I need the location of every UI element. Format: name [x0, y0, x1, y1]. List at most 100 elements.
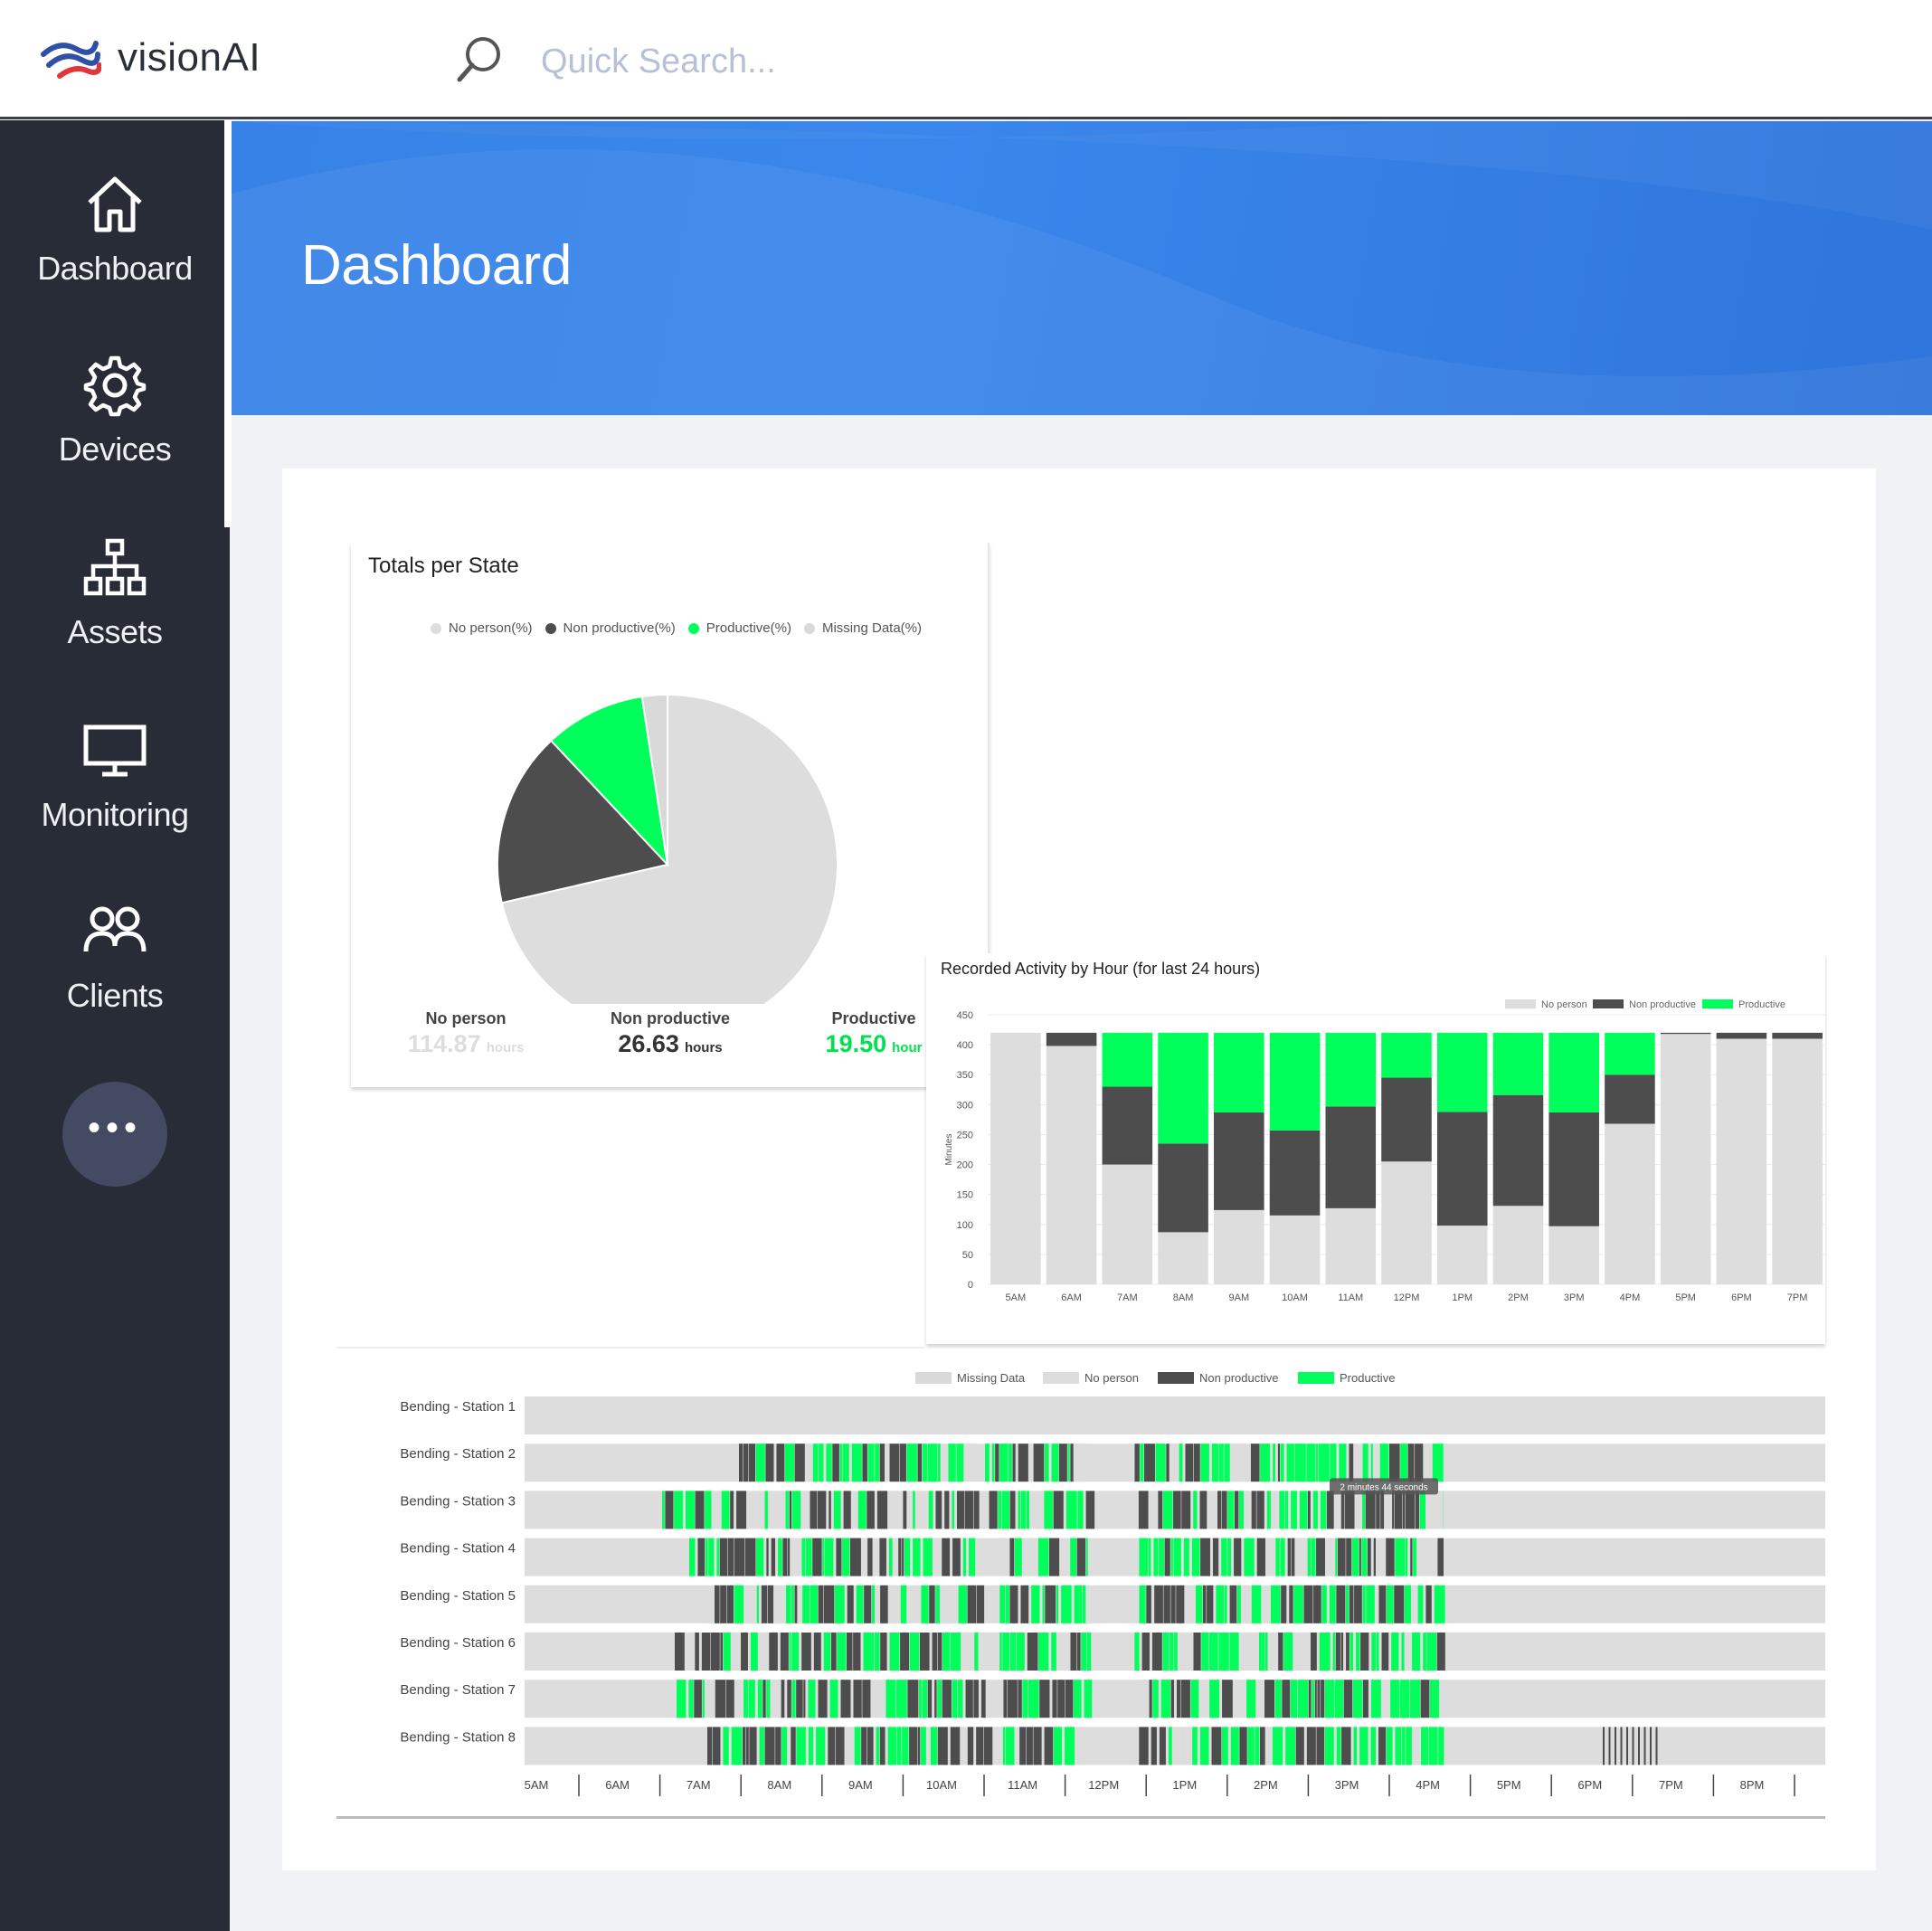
bar-segment-non-productive[interactable] — [1605, 1074, 1655, 1124]
bar-segment-non-productive[interactable] — [1660, 1032, 1711, 1035]
bar-segment-non-productive[interactable] — [1772, 1032, 1823, 1039]
bar-x-tick-label: 3PM — [1564, 1292, 1585, 1303]
bar-segment-no-person[interactable] — [1046, 1046, 1097, 1284]
bar-segment-no-person[interactable] — [1325, 1207, 1377, 1284]
timeline-state-segment — [695, 1633, 699, 1671]
bar-segment-no-person[interactable] — [1436, 1226, 1488, 1284]
bar-segment-no-person[interactable] — [1548, 1226, 1599, 1284]
timeline-state-segment — [1261, 1585, 1269, 1623]
timeline-state-segment — [1315, 1444, 1319, 1482]
bar-segment-no-person[interactable] — [1381, 1161, 1432, 1284]
timeline-state-segment — [1434, 1585, 1445, 1623]
timeline-state-segment — [1339, 1444, 1347, 1482]
bar-segment-non-productive[interactable] — [1102, 1086, 1153, 1165]
bar-segment-no-person[interactable] — [1660, 1034, 1711, 1284]
bar-segment-productive[interactable] — [1381, 1032, 1432, 1078]
timeline-state-segment — [1299, 1491, 1308, 1529]
timeline-state-segment — [1057, 1680, 1065, 1718]
bar-segment-productive[interactable] — [1436, 1032, 1488, 1112]
timeline-state-segment — [1351, 1538, 1359, 1576]
timeline-state-segment — [1271, 1491, 1279, 1529]
timeline-state-segment — [1053, 1491, 1064, 1529]
timeline-state-segment — [937, 1727, 948, 1765]
bar-segment-productive[interactable] — [1269, 1032, 1321, 1131]
timeline-state-segment — [873, 1680, 882, 1718]
pie-slice-missing-data-[interactable] — [640, 693, 668, 866]
timeline-state-segment — [1139, 1680, 1149, 1718]
timeline-state-segment — [922, 1680, 928, 1718]
pie-slice-no-person-[interactable] — [500, 693, 838, 1004]
timeline-state-segment — [842, 1444, 849, 1482]
timeline-state-segment — [742, 1727, 746, 1765]
bar-segment-no-person[interactable] — [1716, 1038, 1767, 1284]
bar-x-tick-label: 7PM — [1787, 1292, 1808, 1303]
bar-segment-non-productive[interactable] — [1436, 1112, 1488, 1226]
timeline-state-segment — [969, 1538, 976, 1576]
timeline-state-segment — [1166, 1444, 1170, 1482]
pie-slice-non-productive-[interactable] — [497, 739, 669, 904]
sidebar-item-dashboard[interactable]: Dashboard — [0, 172, 230, 335]
bar-segment-non-productive[interactable] — [1214, 1112, 1264, 1210]
bar-segment-non-productive[interactable] — [1492, 1094, 1544, 1207]
sidebar-item-devices[interactable]: Devices — [0, 353, 230, 516]
bar-segment-no-person[interactable] — [1102, 1164, 1153, 1284]
pie-chart[interactable] — [351, 642, 990, 1004]
bar-x-tick-label: 6AM — [1061, 1292, 1082, 1303]
bar-segment-no-person[interactable] — [1772, 1038, 1823, 1284]
bar-segment-non-productive[interactable] — [1325, 1106, 1377, 1208]
timeline-state-segment — [1018, 1491, 1021, 1529]
timeline-state-segment — [1425, 1585, 1432, 1623]
timeline-state-segment — [896, 1680, 907, 1718]
bar-segment-productive[interactable] — [1214, 1032, 1264, 1112]
timeline-state-segment — [1626, 1727, 1628, 1765]
bar-segment-non-productive[interactable] — [1716, 1032, 1767, 1039]
timeline-state-segment — [802, 1585, 810, 1623]
bar-segment-non-productive[interactable] — [1548, 1112, 1599, 1226]
bar-segment-no-person[interactable] — [990, 1032, 1041, 1284]
bar-y-tick-label: 0 — [968, 1280, 973, 1291]
bar-segment-non-productive[interactable] — [1381, 1077, 1432, 1162]
sidebar-item-clients[interactable]: Clients — [0, 899, 230, 1062]
bar-segment-productive[interactable] — [1548, 1032, 1599, 1112]
bar-segment-productive[interactable] — [1325, 1032, 1377, 1107]
pie-slice-productive-[interactable] — [549, 695, 669, 868]
timeline-state-segment — [1218, 1633, 1229, 1671]
legend-item-non-productive[interactable]: Non productive(%) — [545, 620, 676, 636]
bar-segment-non-productive[interactable] — [1046, 1032, 1097, 1046]
station-timeline-chart[interactable]: Missing Data No person Non productive Produ… — [336, 1357, 1838, 1827]
bar-segment-productive[interactable] — [1102, 1032, 1153, 1087]
logo[interactable]: visionAI — [40, 34, 260, 81]
legend-item-missing-data[interactable]: Missing Data(%) — [803, 620, 922, 636]
timeline-state-segment — [1324, 1727, 1334, 1765]
bar-segment-productive[interactable] — [1492, 1032, 1544, 1095]
bar-segment-productive[interactable] — [1158, 1032, 1208, 1144]
bar-segment-no-person[interactable] — [1492, 1206, 1544, 1284]
bar-segment-no-person[interactable] — [1605, 1123, 1655, 1284]
timeline-state-segment — [1436, 1633, 1445, 1671]
monitor-icon — [83, 724, 147, 777]
bar-segment-no-person[interactable] — [1269, 1215, 1321, 1284]
more-button[interactable]: ••• — [62, 1082, 167, 1187]
sidebar-item-assets[interactable]: Assets — [0, 535, 230, 698]
timeline-state-segment — [1314, 1680, 1317, 1718]
activity-bar-chart[interactable]: Recorded Activity by Hour (for last 24 h… — [926, 953, 1825, 1344]
bar-segment-no-person[interactable] — [1214, 1209, 1264, 1284]
timeline-state-segment — [1086, 1633, 1092, 1671]
legend-item-productive[interactable]: Productive(%) — [687, 620, 791, 636]
banner-wave-decoration — [232, 121, 1932, 415]
bar-segment-non-productive[interactable] — [1158, 1143, 1208, 1233]
timeline-state-segment — [1022, 1538, 1033, 1576]
timeline-state-segment — [1085, 1491, 1095, 1529]
search-icon[interactable] — [452, 33, 507, 87]
timeline-state-segment — [1207, 1585, 1214, 1623]
bar-segment-non-productive[interactable] — [1269, 1130, 1321, 1216]
timeline-state-segment — [1230, 1727, 1239, 1765]
bar-segment-productive[interactable] — [1605, 1032, 1655, 1075]
bar-segment-no-person[interactable] — [1158, 1232, 1208, 1284]
timeline-state-segment — [1423, 1633, 1427, 1671]
search-input[interactable] — [541, 36, 1011, 87]
legend-item-no-person[interactable]: No person(%) — [431, 620, 533, 636]
sidebar-item-monitoring[interactable]: Monitoring — [0, 718, 230, 881]
timeline-state-segment — [1360, 1633, 1369, 1671]
timeline-state-segment — [712, 1491, 719, 1529]
